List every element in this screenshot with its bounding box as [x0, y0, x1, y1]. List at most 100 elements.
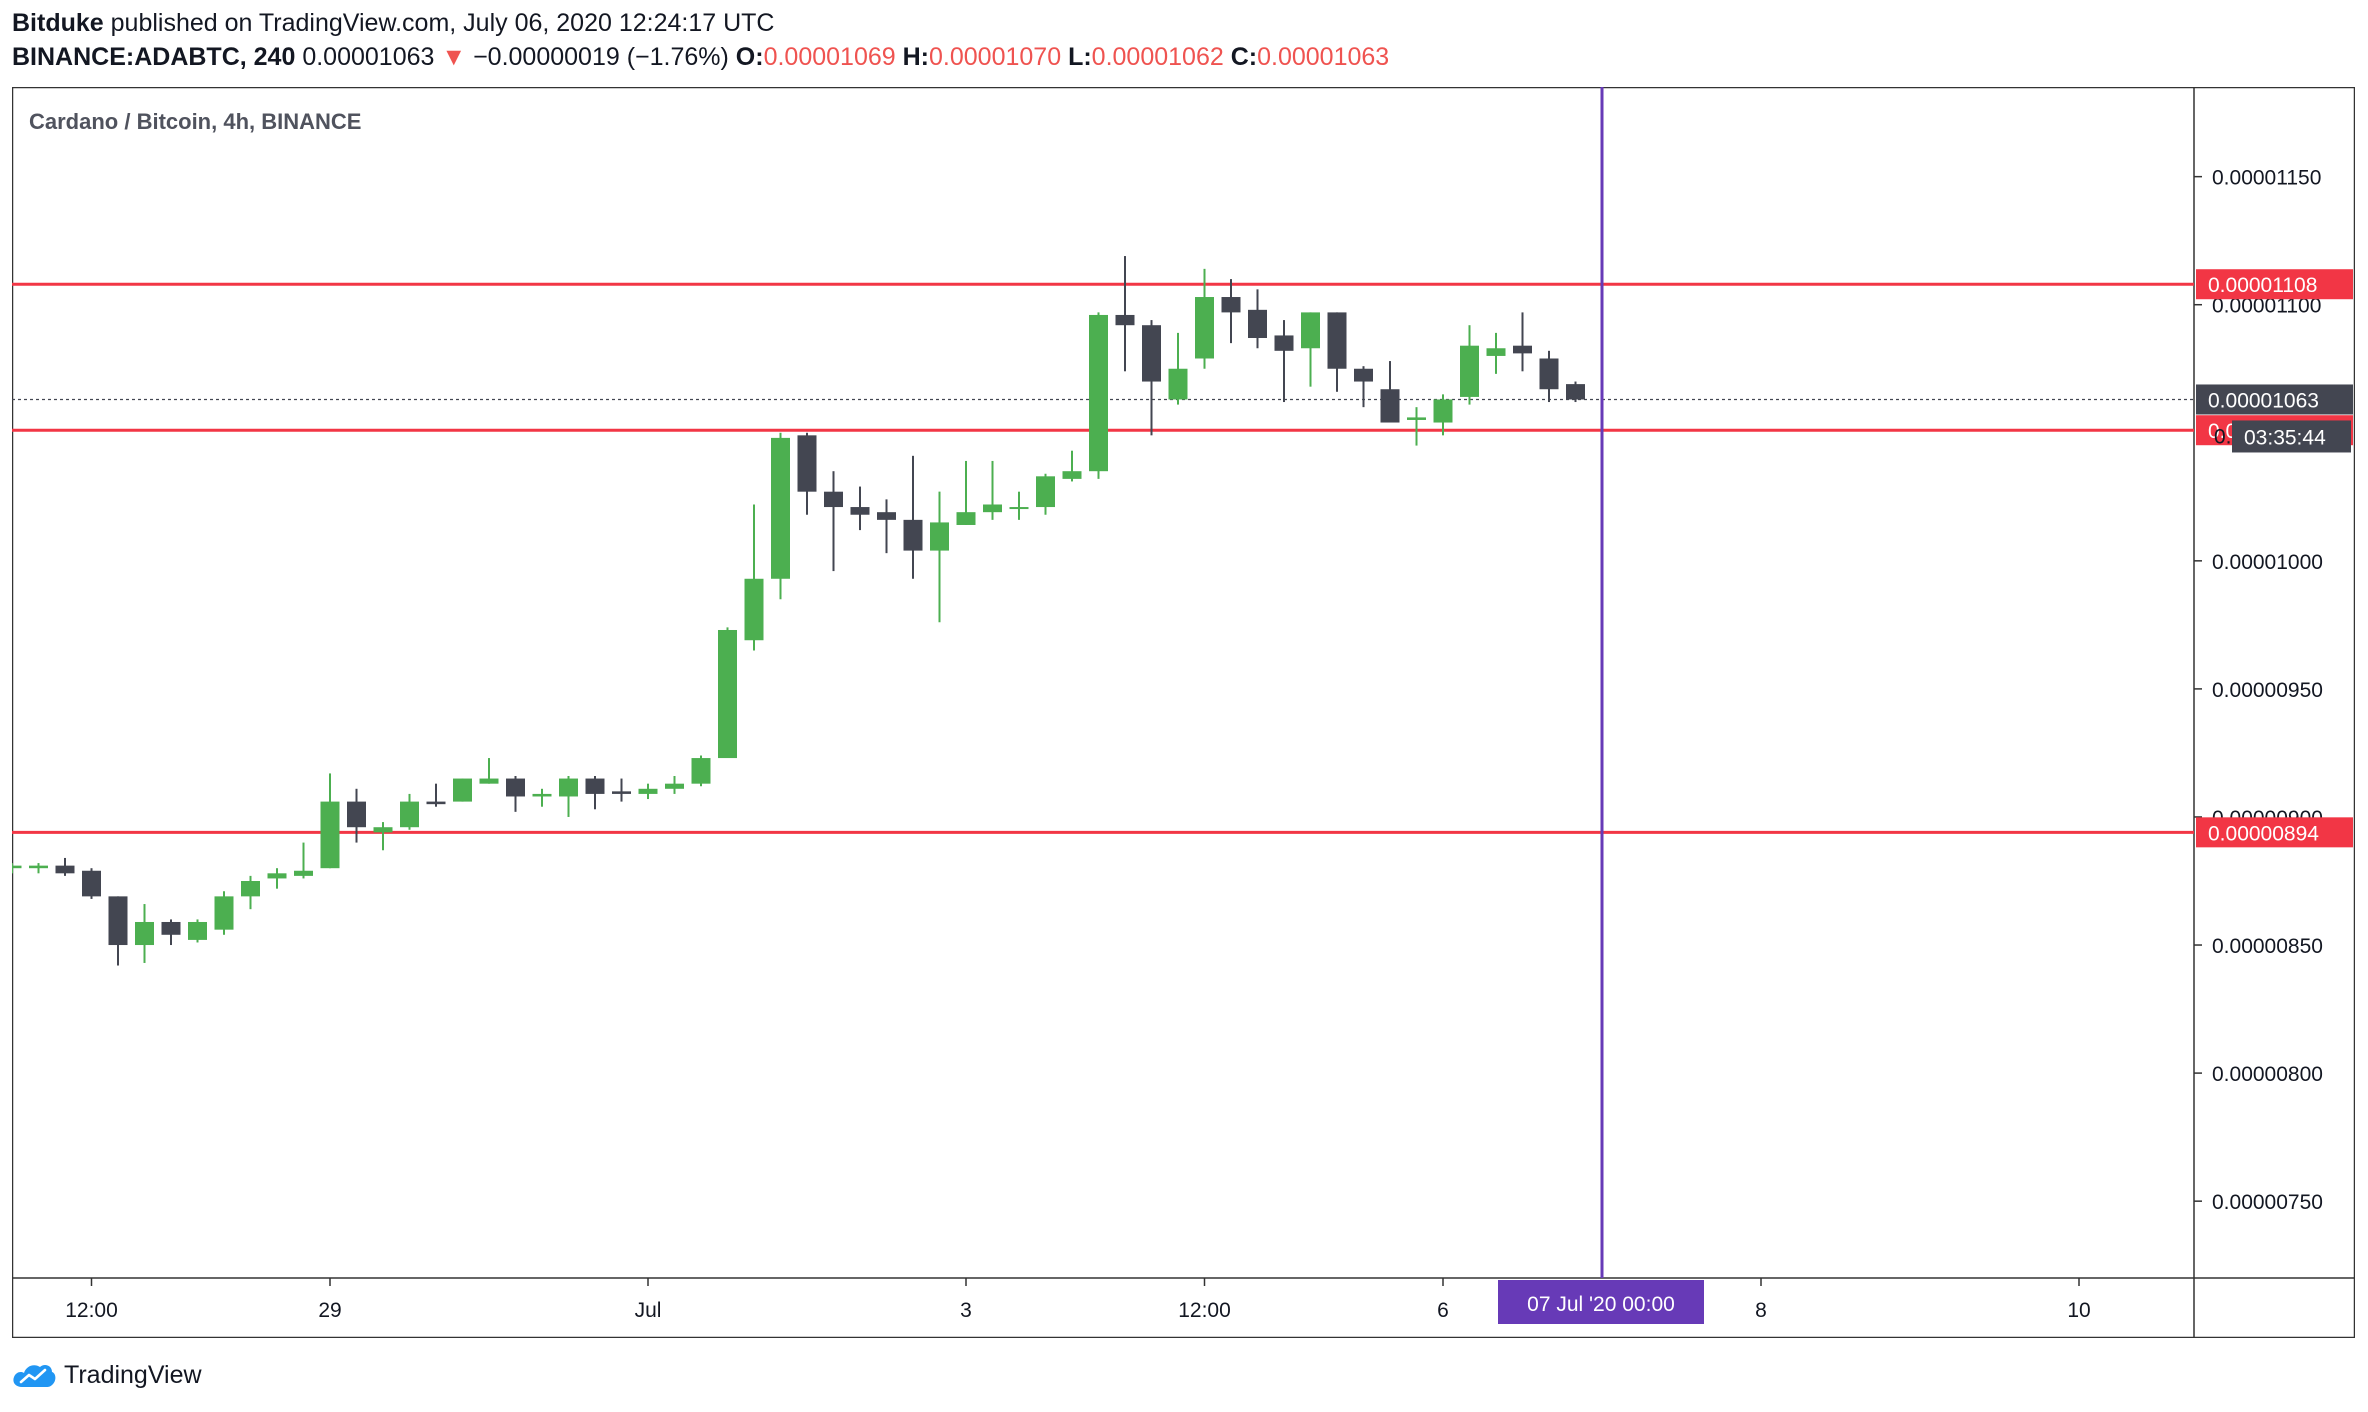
candle-body	[1301, 312, 1320, 349]
change-value: −0.00000019 (−1.76%)	[473, 43, 729, 71]
candle-body	[12, 865, 22, 869]
covered-tick-label: 0.	[2214, 425, 2232, 448]
candle-body	[1513, 345, 1532, 354]
candle-body	[400, 801, 419, 828]
candle-body	[161, 921, 181, 935]
x-tick-label: 12:00	[65, 1299, 118, 1322]
candle-body	[903, 519, 923, 551]
candle-body	[188, 921, 207, 940]
x-tick-label: Jul	[635, 1299, 662, 1322]
bar-countdown-label: 03:35:44	[2244, 426, 2326, 449]
chart-frame[interactable]: Cardano / Bitcoin, 4h, BINANCE 0.00001150…	[12, 87, 2355, 1338]
x-tick-label: 6	[1437, 1299, 1449, 1322]
candle-body	[1460, 345, 1479, 397]
candle-body	[585, 778, 605, 794]
candle-body	[930, 522, 949, 551]
x-tick-label: 3	[960, 1299, 972, 1322]
candle-body	[267, 873, 287, 879]
candle-body	[1407, 417, 1426, 420]
candle-body	[294, 870, 313, 876]
candle-body	[1142, 325, 1161, 382]
footer-brand: TradingView	[64, 1360, 202, 1389]
candle-body	[718, 629, 737, 759]
candle-body	[824, 491, 843, 508]
author-name[interactable]: Bitduke	[12, 9, 104, 37]
y-tick-label: 0.00000950	[2212, 679, 2323, 702]
candle-body	[1433, 399, 1453, 423]
candle-body	[850, 507, 870, 515]
y-tick-label: 0.00001150	[2212, 167, 2321, 190]
last-price-tag	[2196, 384, 2353, 415]
close-label: C:	[1230, 43, 1258, 71]
candle-body	[1327, 312, 1347, 369]
candle-body	[532, 793, 552, 797]
horizontal-level-tag	[2196, 269, 2353, 300]
candle-body	[347, 801, 366, 828]
y-tick-label: 0.00001100	[2212, 295, 2321, 318]
x-tick-label: 29	[318, 1299, 341, 1322]
candle-body	[1539, 358, 1559, 390]
down-arrow-icon: ▼	[441, 43, 467, 71]
candle-body	[1566, 384, 1585, 400]
tradingview-logo[interactable]: TradingView	[12, 1355, 202, 1395]
candle-body	[1115, 314, 1135, 326]
x-tick-label: 12:00	[1178, 1299, 1231, 1322]
last-price-label: 0.00001063	[2208, 389, 2319, 412]
candle-body	[135, 921, 154, 946]
open-value: 0.00001069	[763, 43, 896, 71]
ohlc-legend: BINANCE:ADABTC, 240 0.00001063 ▼ −0.0000…	[12, 40, 1389, 74]
candle-body	[479, 778, 499, 784]
candle-body	[426, 801, 446, 805]
candle-body	[1380, 389, 1400, 423]
y-tick-label: 0.00000850	[2212, 935, 2323, 958]
candlestick-chart[interactable]: Cardano / Bitcoin, 4h, BINANCE 0.00001150…	[12, 87, 2355, 1338]
candle-body	[638, 788, 658, 794]
candle-body	[453, 778, 472, 802]
candle-body	[29, 865, 48, 869]
candle-body	[797, 435, 817, 492]
horizontal-level-tag	[2196, 817, 2353, 848]
last-price-value: 0.00001063	[302, 43, 435, 71]
open-label: O:	[735, 43, 764, 71]
low-value: 0.00001062	[1091, 43, 1224, 71]
candle-body	[1168, 368, 1188, 400]
candle-body	[1354, 368, 1373, 382]
candle-body	[559, 778, 578, 797]
x-tick-label: 8	[1755, 1299, 1767, 1322]
countdown-tag	[2232, 420, 2351, 453]
candle-body	[55, 865, 75, 874]
close-value: 0.00001063	[1257, 43, 1390, 71]
candle-body	[1274, 335, 1294, 351]
candle-body	[1195, 297, 1214, 359]
candle-body	[1486, 348, 1506, 356]
chart-title: Cardano / Bitcoin, 4h, BINANCE	[29, 109, 361, 134]
high-label: H:	[902, 43, 930, 71]
candle-body	[1089, 314, 1108, 472]
candle-body	[1036, 476, 1055, 508]
publish-info: Bitduke published on TradingView.com, Ju…	[12, 6, 774, 40]
low-label: L:	[1068, 43, 1092, 71]
candle-body	[506, 778, 525, 797]
vertical-line-date-tag	[1498, 1280, 1704, 1324]
candle-body	[1248, 309, 1267, 339]
x-tick-label: 10	[2067, 1299, 2090, 1322]
candle-body	[1221, 297, 1241, 313]
candle-body	[665, 783, 684, 789]
symbol-label: BINANCE:ADABTC, 240	[12, 43, 296, 71]
y-tick-label: 0.00001000	[2212, 551, 2323, 574]
horizontal-level-label: 0.00001108	[2208, 274, 2317, 297]
candle-body	[214, 896, 234, 930]
candle-body	[373, 827, 393, 833]
horizontal-level-label: 0.00000894	[2208, 822, 2319, 845]
candle-body	[108, 896, 128, 946]
candle-body	[877, 512, 896, 520]
candle-body	[1009, 507, 1029, 510]
candle-body	[744, 578, 764, 641]
candle-body	[320, 801, 340, 869]
candle-body	[1062, 471, 1082, 479]
y-tick-label: 0.00000800	[2212, 1063, 2323, 1086]
candle-body	[691, 758, 711, 784]
y-tick-label: 0.00000750	[2212, 1191, 2323, 1214]
candle-body	[241, 881, 260, 897]
high-value: 0.00001070	[929, 43, 1062, 71]
